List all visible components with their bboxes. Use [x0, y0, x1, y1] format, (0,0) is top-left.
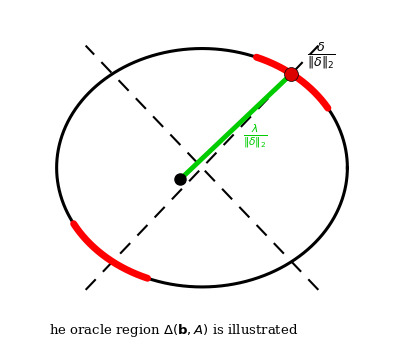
Text: $\frac{\delta}{\|\delta\|_2}$: $\frac{\delta}{\|\delta\|_2}$ [307, 41, 335, 71]
Text: $\frac{\lambda}{\|\delta\|_2}$: $\frac{\lambda}{\|\delta\|_2}$ [243, 122, 267, 150]
Text: he oracle region $\Delta(\mathbf{b}, A)$ is illustrated: he oracle region $\Delta(\mathbf{b}, A)$… [49, 322, 299, 339]
